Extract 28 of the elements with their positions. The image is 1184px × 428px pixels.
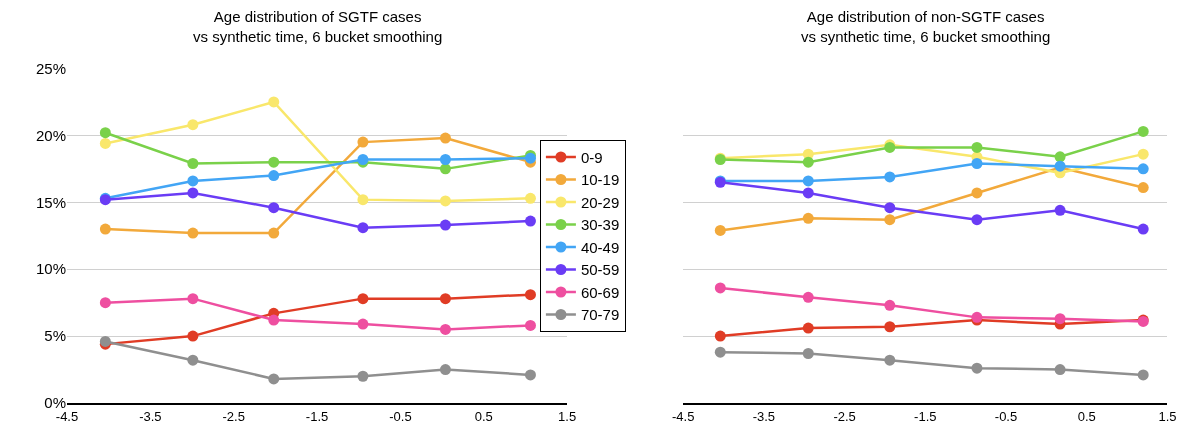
- y-tick-label: 10%: [35, 260, 67, 278]
- x-tick-label: -2.5: [222, 408, 245, 424]
- y-tick-label: 15%: [35, 193, 67, 211]
- x-tick-label: -2.5: [833, 408, 856, 424]
- x-tick-label: -3.5: [139, 408, 162, 424]
- legend-label: 0-9: [580, 148, 603, 166]
- legend-label: 50-59: [580, 261, 620, 279]
- x-tick-label: -4.5: [671, 408, 695, 424]
- y-tick-label: 25%: [35, 59, 67, 77]
- x-tick-label: 0.5: [1077, 408, 1096, 424]
- x-tick-label: 1.5: [558, 408, 577, 424]
- x-tick-label: -0.5: [389, 408, 412, 424]
- legend-label: 40-49: [580, 238, 620, 256]
- legend-label: 60-69: [580, 283, 620, 301]
- legend-label: 70-79: [580, 306, 620, 324]
- chart-title: Age distribution of non-SGTF cases vs synthetic time, 6 bucket smoothing: [801, 8, 1051, 45]
- y-tick-label: 5%: [44, 327, 67, 345]
- legend-label: 20-29: [580, 193, 620, 211]
- x-tick-label: -1.5: [914, 408, 937, 424]
- x-tick-label: -0.5: [994, 408, 1018, 424]
- x-tick-label: 0.5: [474, 408, 493, 424]
- y-tick-label: 20%: [35, 126, 67, 144]
- x-tick-label: 1.5: [1158, 408, 1177, 424]
- x-tick-label: -1.5: [305, 408, 329, 424]
- x-tick-label: -3.5: [752, 408, 776, 424]
- legend-label: 30-39: [580, 216, 620, 234]
- chart-title: Age distribution of SGTF cases vs synthetic time, 6 bucket smoothing: [193, 8, 443, 45]
- legend-label: 10-19: [580, 171, 620, 189]
